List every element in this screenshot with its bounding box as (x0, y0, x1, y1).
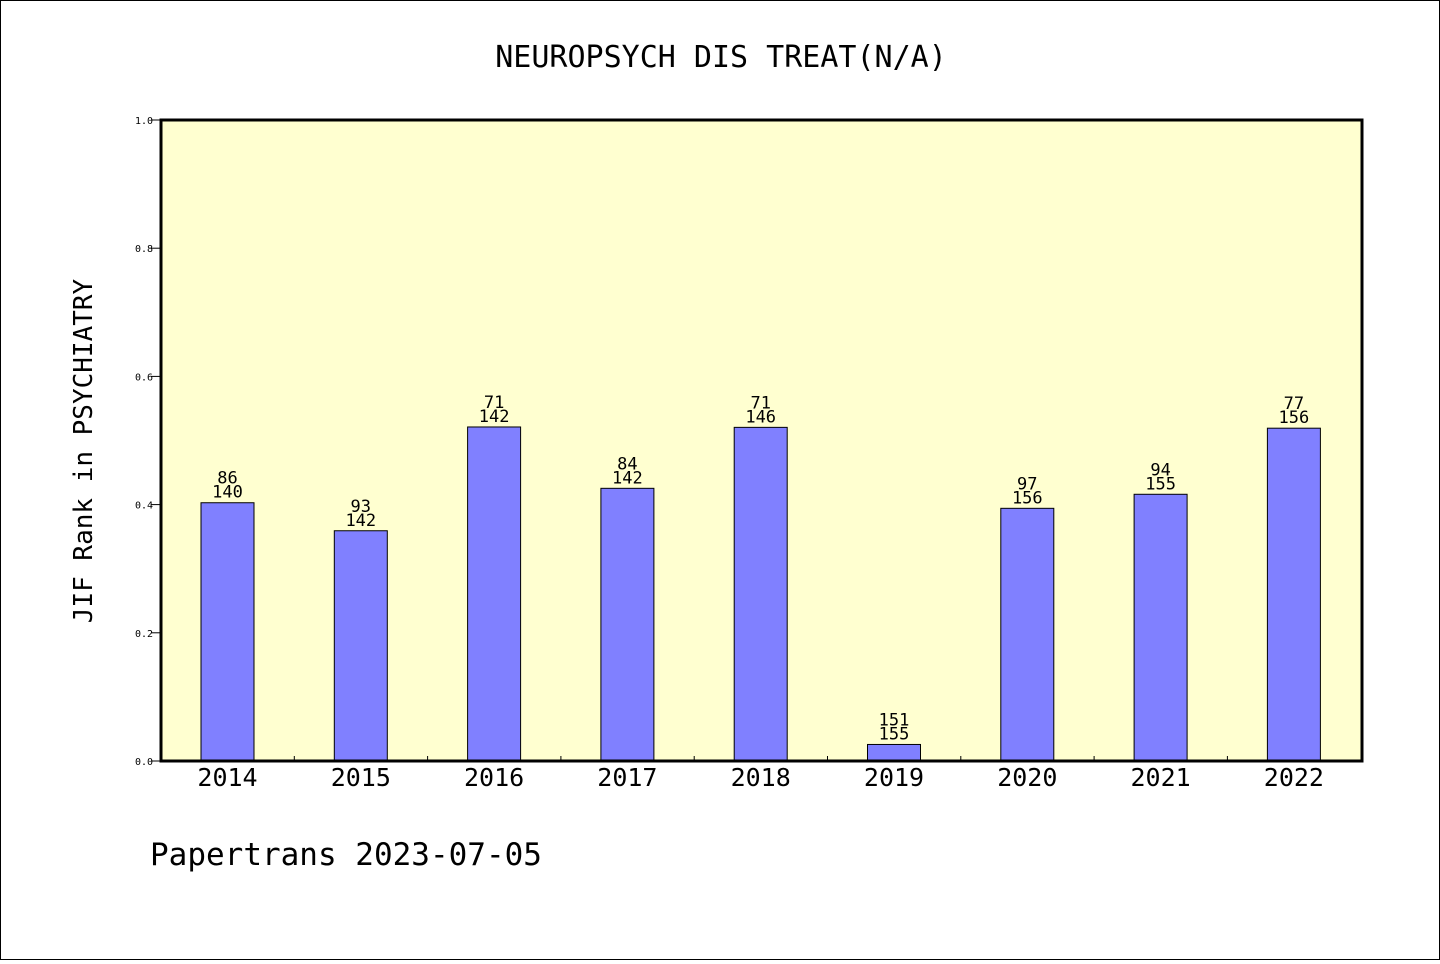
bar-2014 (200, 502, 255, 762)
bar-2018 (733, 426, 788, 762)
x-axis-ticks: 2014 2015 2016 2017 2018 2019 2020 2021 2022 (197, 756, 1324, 792)
y-tick-label: 0.2 (135, 629, 153, 640)
y-axis-label: JIF Rank in PSYCHIATRY (69, 278, 99, 623)
bar-rank-label: 71 (750, 393, 770, 413)
x-tick-label: 2016 (464, 763, 524, 792)
chart-title: NEUROPSYCH DIS TREAT(N/A) (495, 40, 947, 75)
y-tick-label: 0.6 (135, 372, 153, 383)
bar-rank-label: 84 (617, 454, 637, 474)
bar-total-label: 156 (1279, 408, 1310, 428)
x-tick-label: 2017 (597, 763, 657, 792)
bar-rank-label: 94 (1150, 460, 1170, 480)
x-tick-label: 2015 (331, 763, 391, 792)
x-tick-label: 2020 (997, 763, 1057, 792)
bars-group (200, 426, 1321, 762)
bar-2016 (467, 426, 522, 762)
bar-2020 (1000, 507, 1055, 762)
footer-credit: Papertrans 2023-07-05 (150, 837, 542, 873)
bar-2015 (333, 530, 388, 762)
y-axis-ticks: 0.0 0.2 0.4 0.6 0.8 1.0 (135, 116, 161, 768)
y-tick-label: 0.4 (135, 501, 153, 512)
x-tick-label: 2022 (1264, 763, 1324, 792)
bar-rank-label: 151 (879, 710, 910, 730)
plot-border (159, 118, 1364, 763)
bar-rank-label: 97 (1017, 474, 1037, 494)
y-tick-label: 0.0 (135, 757, 153, 768)
bar-2022 (1266, 427, 1321, 762)
x-tick-label: 2019 (864, 763, 924, 792)
bar-2021 (1133, 493, 1188, 762)
bar-labels-group: 8614093142711428414271146151155971569415… (212, 393, 1309, 744)
x-tick-label: 2021 (1130, 763, 1190, 792)
x-tick-label: 2018 (731, 763, 791, 792)
bar-total-label: 142 (479, 407, 510, 427)
bar-rank-label: 86 (217, 469, 237, 489)
x-tick-label: 2014 (197, 763, 257, 792)
y-tick-label: 1.0 (135, 116, 153, 127)
bar-2017 (600, 487, 655, 762)
bar-rank-label: 93 (351, 497, 371, 517)
bar-total-label: 155 (1145, 474, 1176, 494)
y-tick-label: 0.8 (135, 244, 153, 255)
bar-total-label: 155 (879, 724, 910, 744)
bar-total-label: 140 (212, 483, 243, 503)
bar-total-label: 142 (612, 468, 643, 488)
bar-2019 (867, 743, 921, 762)
bar-total-label: 146 (745, 407, 776, 427)
bar-rank-label: 71 (484, 393, 504, 413)
bar-total-label: 142 (345, 511, 376, 531)
bar-total-label: 156 (1012, 488, 1043, 508)
bar-rank-label: 77 (1284, 394, 1304, 414)
